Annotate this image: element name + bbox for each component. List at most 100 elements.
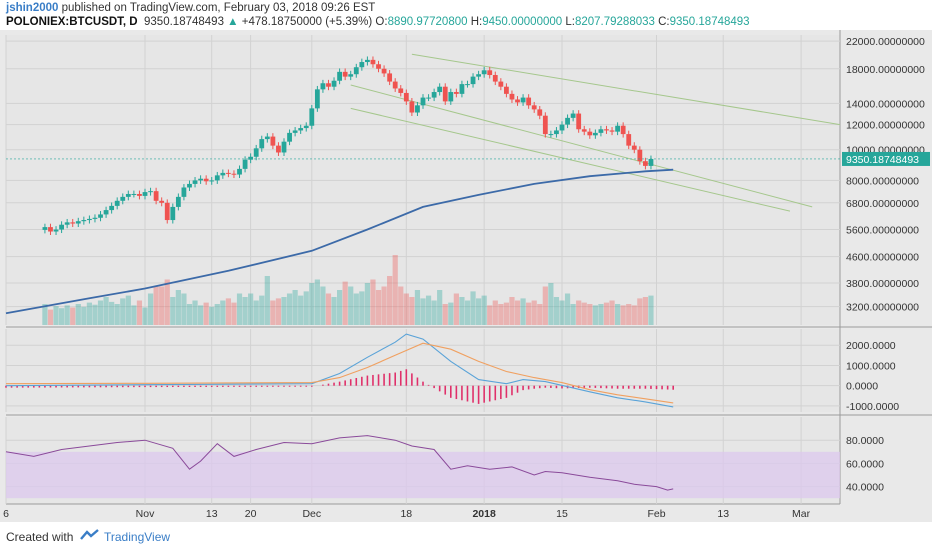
volume-bar	[459, 297, 465, 325]
time-tick-label: 18	[400, 508, 412, 520]
volume-bar	[537, 304, 543, 325]
volume-bar	[531, 300, 537, 325]
macd-tick-label: 1000.0000	[846, 360, 896, 372]
last-price-tag-label: 9350.18748493	[846, 154, 919, 166]
volume-bar	[492, 300, 498, 325]
volume-bar	[147, 293, 154, 325]
volume-bar	[375, 290, 382, 325]
candle	[559, 124, 565, 131]
chart-area[interactable]: 22000.00000000 18000.00000000 14000.000000…	[0, 30, 932, 522]
candle	[531, 105, 537, 110]
candle	[53, 229, 59, 232]
high-value: 9450.00000000	[482, 16, 563, 28]
price-tick-label: 8000.00000000	[846, 175, 919, 187]
footer: Created with TradingView	[0, 522, 932, 550]
volume-bar	[53, 306, 59, 325]
volume-bar	[470, 291, 476, 325]
volume-bar	[609, 300, 615, 325]
volume-bar	[587, 304, 593, 325]
chart-svg[interactable]: 22000.00000000 18000.00000000 14000.000000…	[0, 30, 932, 522]
candle	[420, 97, 426, 106]
candle	[148, 191, 153, 193]
volume-bar	[615, 304, 621, 325]
volume-bar	[476, 298, 482, 325]
volume-bar	[131, 305, 137, 325]
rsi-tick-label: 40.0000	[846, 482, 884, 494]
candle	[220, 172, 226, 176]
volume-bar	[431, 300, 437, 325]
candle	[648, 158, 654, 166]
trend-channel-line	[411, 53, 841, 126]
volume-bar	[381, 286, 387, 325]
time-tick-label: Dec	[302, 508, 321, 520]
volume-bar	[370, 279, 376, 325]
signal-line	[5, 342, 674, 404]
candle	[203, 178, 209, 182]
volume-bar	[142, 307, 148, 325]
symbol-label: POLONIEX:BTCUSDT, D	[6, 16, 138, 28]
rsi-band	[6, 451, 840, 499]
macd-tick-label: 0.0000	[846, 381, 878, 393]
volume-bar	[420, 298, 426, 325]
candle	[59, 224, 64, 230]
candle	[359, 62, 365, 68]
last-price-tag	[842, 151, 930, 166]
volume-bar	[159, 286, 165, 325]
candle	[109, 205, 115, 211]
tradingview-brand[interactable]: TradingView	[104, 530, 171, 544]
candle	[175, 196, 181, 207]
candle	[314, 89, 320, 109]
rsi-tick-label: 60.0000	[846, 458, 884, 470]
candle	[348, 74, 354, 77]
candle	[481, 70, 487, 75]
candle	[137, 193, 142, 196]
candle	[526, 97, 532, 106]
time-tick-label: Nov	[136, 508, 155, 520]
candle	[415, 105, 420, 113]
volume-bar	[581, 302, 587, 325]
volume-bar	[175, 290, 181, 325]
volume-bar	[481, 295, 487, 325]
volume-bar	[392, 255, 398, 325]
candle	[365, 59, 370, 63]
volume-bar	[309, 283, 315, 325]
candle	[120, 196, 126, 201]
author-link[interactable]: jshin2000	[6, 2, 59, 14]
candle	[520, 97, 526, 103]
candle	[281, 141, 287, 153]
volume-bar	[320, 286, 326, 325]
volume-bar	[620, 305, 626, 325]
moving-average-line	[5, 168, 674, 315]
volume-bar	[248, 293, 254, 325]
candle	[387, 73, 393, 82]
price-tick-label: 3800.00000000	[846, 278, 919, 290]
volume-bar	[442, 304, 448, 325]
candle	[103, 210, 109, 215]
volume-bar	[236, 293, 243, 325]
ohlc-line: POLONIEX:BTCUSDT, D 9350.18748493 ▲ +478…	[6, 16, 750, 28]
candle	[264, 136, 270, 140]
candle	[554, 130, 559, 135]
close-label: C:	[658, 16, 670, 28]
volume-bar	[275, 298, 282, 325]
volume-bar	[198, 305, 204, 325]
candle	[248, 156, 254, 160]
volume-bar	[86, 302, 92, 325]
volume-bar	[120, 298, 126, 325]
volume-bar	[298, 295, 304, 325]
candle	[542, 115, 548, 135]
candle	[114, 200, 120, 206]
volume-bar	[387, 276, 393, 325]
volume-bar	[264, 276, 270, 325]
candle	[381, 68, 387, 74]
candle	[476, 74, 481, 77]
candle	[570, 113, 576, 118]
price-tick-label: 5600.00000000	[846, 225, 919, 237]
volume-bar	[409, 297, 415, 325]
candle	[398, 88, 404, 93]
trend-channel-line	[350, 84, 813, 208]
candle	[259, 139, 265, 149]
volume-bar	[570, 304, 576, 325]
volume-bar	[331, 297, 337, 325]
volume-bar	[136, 300, 143, 325]
